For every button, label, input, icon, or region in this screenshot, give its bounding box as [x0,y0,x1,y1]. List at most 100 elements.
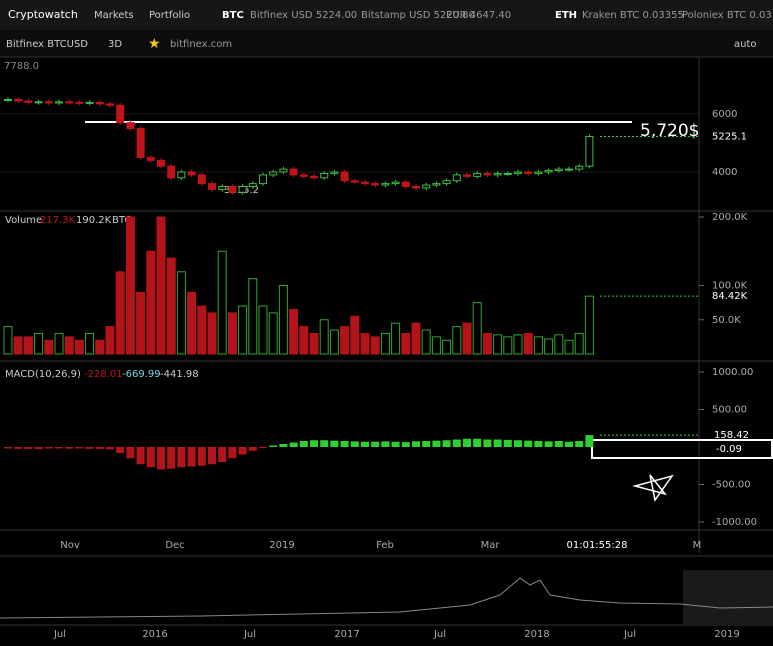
macd-bar [524,440,533,447]
candle [514,171,522,174]
macd-bar [228,447,237,459]
macd-bar [218,447,227,462]
asset[interactable]: BTC [222,10,244,21]
macd-bar [116,447,125,453]
candle [208,183,216,190]
volume-bar [350,315,360,355]
candle [381,183,390,186]
volume-bar [482,332,492,355]
candle [299,174,308,177]
macd-bar [299,441,308,447]
navigator-window[interactable] [683,570,773,625]
candle [106,103,114,106]
scale[interactable]: auto [734,39,757,50]
volume-bar [380,332,390,355]
volume-bar [452,326,462,355]
candle [310,175,318,179]
asset[interactable]: ETH [555,10,577,21]
candle [218,186,227,190]
quote[interactable]: Kraken BTC 0.03355 [582,10,684,21]
macd-bar [106,447,114,450]
macd-bar [483,439,492,447]
volume-bar [13,336,23,355]
volume-bar [54,332,64,355]
volume-bar [64,336,74,355]
candle [177,171,186,179]
navigator-label: Jul [53,629,66,640]
volume-bar [187,291,197,355]
candle [412,186,420,189]
exchange[interactable]: bitfinex.com [170,39,232,50]
macd-bar [136,447,145,465]
macd-bar [554,441,563,447]
volume-bar [309,332,319,355]
candle [228,186,237,193]
macd-bar [401,442,410,447]
volume-bar [503,336,513,355]
candle [320,172,329,179]
candle [14,99,23,102]
x-tick-label: Mar [481,540,501,551]
candle [279,168,288,173]
candle [371,183,380,186]
candle [65,101,74,104]
navigator-line [0,577,773,619]
volume-bar [44,339,54,355]
volume-bar [217,250,227,355]
candle [350,180,359,183]
volume-unit: BTC [112,215,131,226]
volume-legend: 190.2K [76,215,112,226]
candle [585,135,594,167]
volume-bar [391,322,401,355]
macd-bar [279,444,288,447]
nav-link[interactable]: Markets [94,10,134,21]
macd-bar [412,441,420,447]
quote[interactable]: EUR 4647.40 [446,10,511,21]
candle [55,101,63,104]
period[interactable]: 3D [108,39,122,50]
macd-bar [34,447,43,450]
volume-bar [3,326,13,355]
volume-bar [360,332,370,355]
quote[interactable]: Poloniex BTC 0.0335 [682,10,773,21]
macd-bar [269,445,278,447]
brand[interactable]: Cryptowatch [8,8,78,21]
candle [554,168,563,172]
candle [401,181,410,187]
x-tick-label: Nov [60,540,80,551]
macd-signal-label: -0.09 [716,444,742,455]
last-volume-label: 84.42K [712,291,748,302]
volume-bar [197,305,207,355]
candle [432,183,441,186]
candle [442,180,451,185]
macd-bar [310,440,318,447]
quote[interactable]: Bitfinex USD 5224.00 [250,10,357,21]
candle [187,171,196,176]
macd-bar [463,438,471,447]
volume-bar [533,336,543,355]
volume-bar [248,278,258,355]
market[interactable]: Bitfinex BTCUSD [6,39,88,50]
volume-bar [472,302,482,355]
volume-bar [95,339,105,355]
macd-bar [24,447,33,449]
macd-bar [248,447,257,451]
navigator-label: 2016 [142,629,167,640]
volume-legend: 217.3K [40,215,76,226]
nav-link[interactable]: Portfolio [149,10,190,21]
drawn-scribble [632,474,674,502]
macd-bar [514,440,522,447]
macd-bar [381,441,390,447]
macd-bar [65,447,74,449]
macd-bar [493,439,502,447]
quote[interactable]: Bitstamp USD 5220.80 [361,10,475,21]
candle [483,172,492,176]
macd-bar [126,447,135,459]
star-icon[interactable]: ★ [148,36,161,52]
volume-bar [554,334,564,355]
nav-bar [0,0,773,30]
volume-bar [125,216,135,355]
candle [463,174,471,177]
volume-bar [574,332,584,355]
volume-bar [513,334,523,355]
